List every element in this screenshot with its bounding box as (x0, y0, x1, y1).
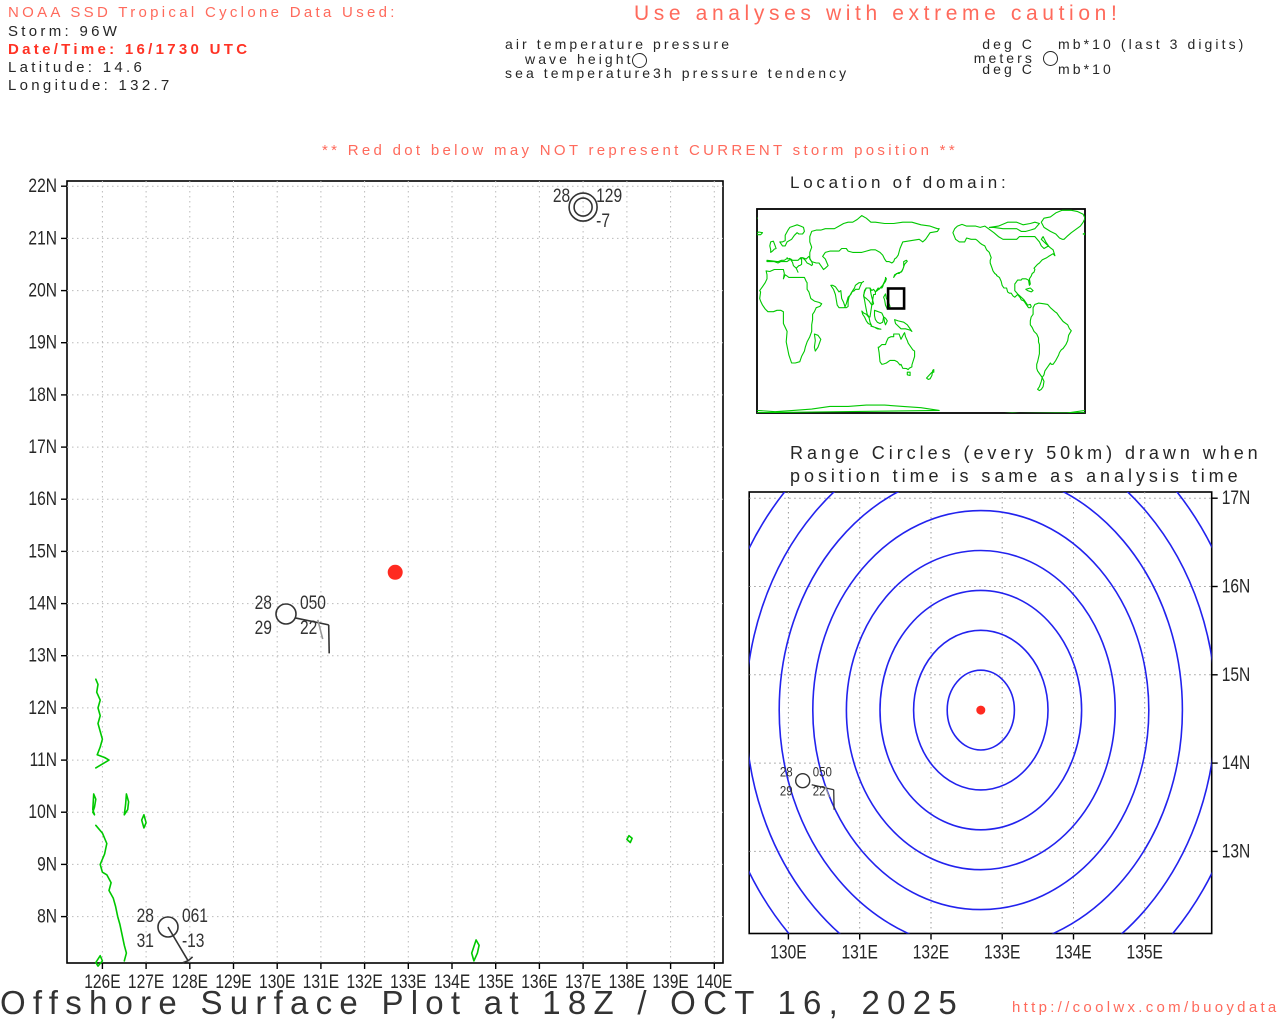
svg-text:20N: 20N (28, 279, 57, 301)
svg-text:21N: 21N (28, 227, 57, 249)
svg-text:9N: 9N (37, 853, 57, 875)
svg-text:137E: 137E (565, 971, 601, 993)
svg-text:129: 129 (596, 185, 622, 207)
svg-text:8N: 8N (37, 905, 57, 927)
svg-text:16N: 16N (1222, 575, 1251, 597)
svg-text:28: 28 (780, 764, 793, 780)
svg-text:061: 061 (182, 905, 208, 927)
svg-text:135E: 135E (478, 971, 514, 993)
svg-text:129E: 129E (215, 971, 251, 993)
svg-text:136E: 136E (521, 971, 557, 993)
svg-text:132E: 132E (346, 971, 382, 993)
svg-text:130E: 130E (259, 971, 295, 993)
svg-text:140E: 140E (696, 971, 732, 993)
svg-text:139E: 139E (652, 971, 688, 993)
svg-text:130E: 130E (770, 941, 806, 963)
svg-text:13N: 13N (28, 644, 57, 666)
svg-text:13N: 13N (1222, 840, 1251, 862)
svg-text:19N: 19N (28, 331, 57, 353)
svg-text:133E: 133E (984, 941, 1020, 963)
svg-text:15N: 15N (28, 540, 57, 562)
svg-text:133E: 133E (390, 971, 426, 993)
svg-text:131E: 131E (303, 971, 339, 993)
svg-text:128E: 128E (172, 971, 208, 993)
svg-text:138E: 138E (609, 971, 645, 993)
svg-text:14N: 14N (1222, 752, 1251, 774)
svg-text:28: 28 (553, 185, 570, 207)
svg-text:134E: 134E (434, 971, 470, 993)
svg-text:135E: 135E (1127, 941, 1163, 963)
svg-text:14N: 14N (28, 592, 57, 614)
svg-text:17N: 17N (28, 436, 57, 458)
svg-text:29: 29 (255, 617, 272, 639)
svg-text:11N: 11N (30, 749, 57, 771)
svg-text:-13: -13 (182, 930, 205, 952)
svg-text:127E: 127E (128, 971, 164, 993)
svg-text:29: 29 (780, 783, 793, 799)
svg-text:16N: 16N (28, 488, 57, 510)
svg-text:10N: 10N (28, 801, 57, 823)
svg-text:-7: -7 (596, 210, 610, 232)
svg-text:050: 050 (300, 592, 326, 614)
svg-text:132E: 132E (913, 941, 949, 963)
svg-text:28: 28 (137, 905, 154, 927)
svg-text:31: 31 (137, 930, 154, 952)
svg-text:134E: 134E (1055, 941, 1091, 963)
svg-text:050: 050 (813, 764, 832, 780)
svg-text:12N: 12N (28, 696, 57, 718)
svg-text:126E: 126E (84, 971, 120, 993)
svg-text:131E: 131E (842, 941, 878, 963)
svg-text:22N: 22N (28, 175, 57, 197)
svg-text:15N: 15N (1222, 663, 1251, 685)
svg-text:18N: 18N (28, 383, 57, 405)
svg-text:17N: 17N (1222, 487, 1251, 509)
svg-text:28: 28 (255, 592, 272, 614)
